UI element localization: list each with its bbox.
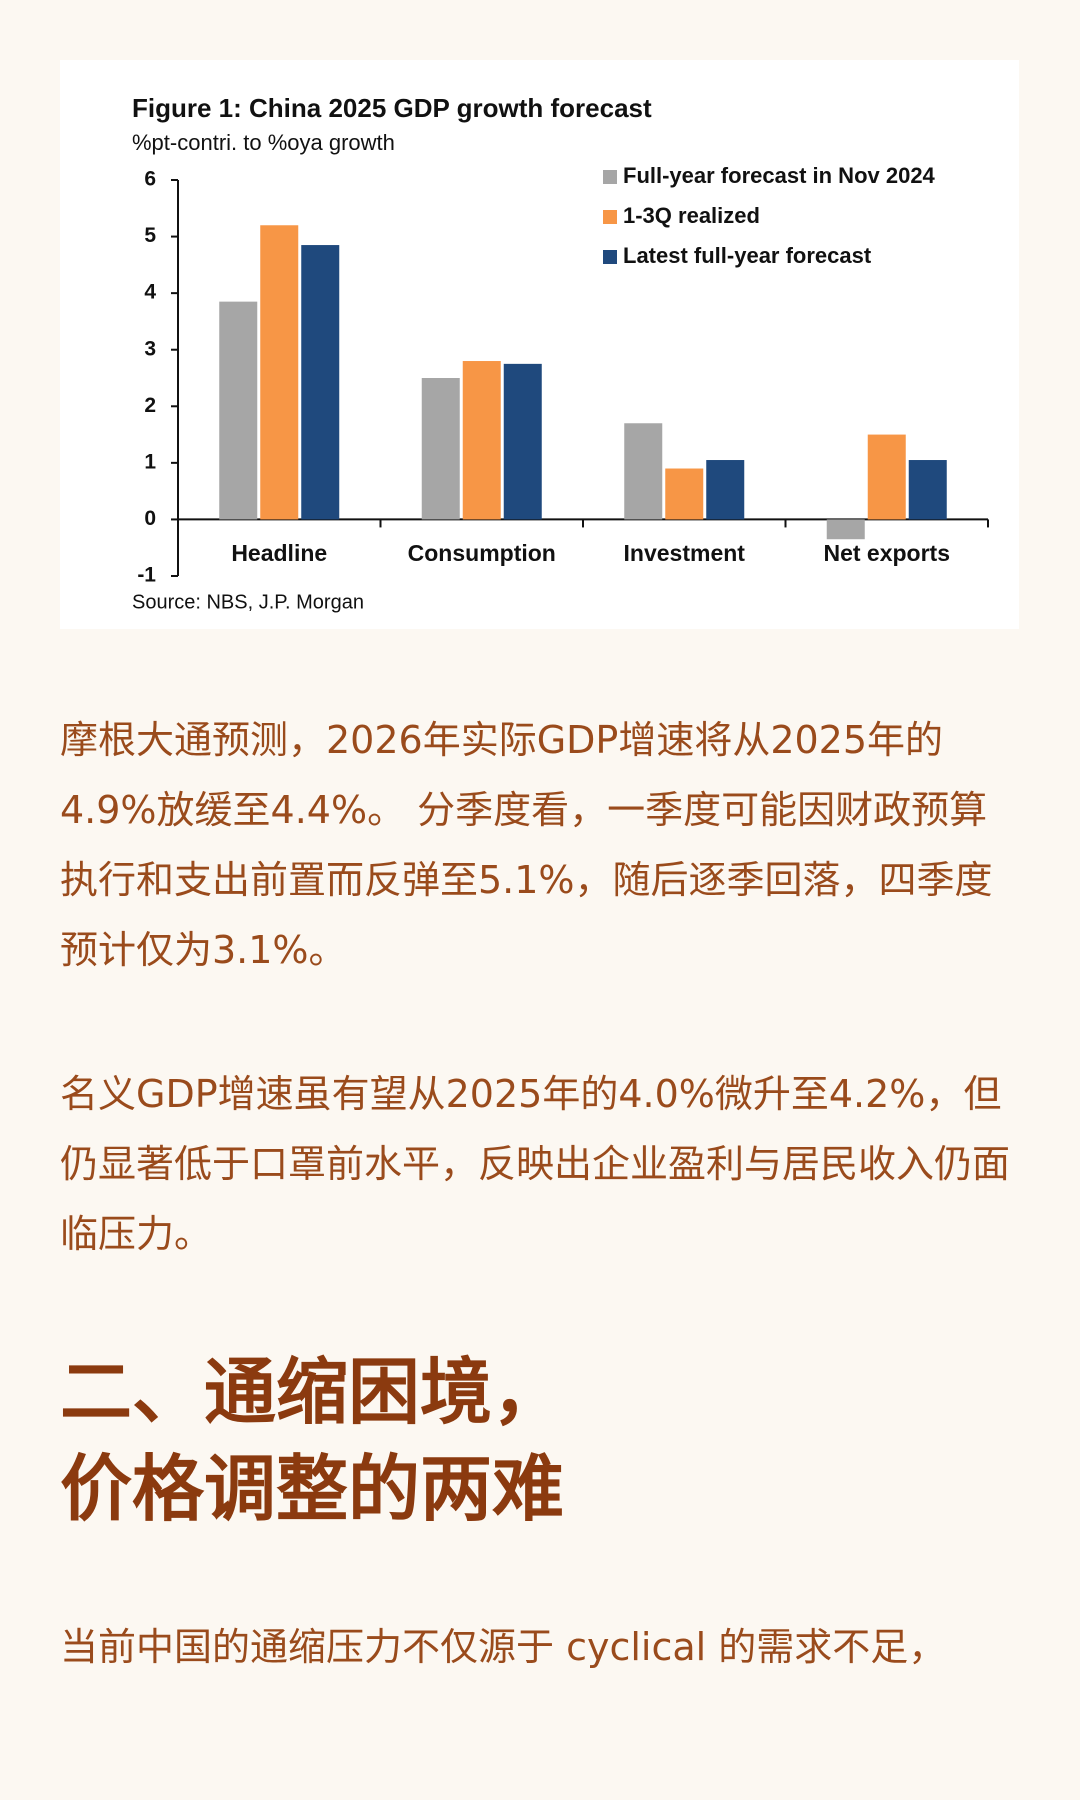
chart-subtitle: %pt-contri. to %oya growth [132,130,395,155]
chart: Figure 1: China 2025 GDP growth forecast… [60,60,1019,629]
y-tick-label: 2 [144,394,156,417]
y-tick-label: 5 [144,224,156,247]
x-tick-label: Headline [231,540,327,566]
bar [462,361,501,520]
bar [260,225,299,520]
bar [867,434,906,520]
bar [421,378,460,520]
x-tick-label: Net exports [823,540,950,566]
bar [219,301,258,520]
chart-title: Figure 1: China 2025 GDP growth forecast [132,93,652,123]
paragraph: 当前中国的通缩压力不仅源于 cyclical 的需求不足， [60,1625,947,1669]
bar [503,363,542,520]
legend-label: Full-year forecast in Nov 2024 [623,163,936,188]
bar [624,423,663,520]
x-tick-label: Investment [624,540,746,566]
legend-swatch [603,250,617,264]
bar [665,468,704,520]
bar [826,519,865,540]
y-tick-label: 0 [144,507,156,530]
bar [301,245,340,520]
y-tick-label: 4 [144,281,156,304]
y-tick-label: -1 [137,564,156,587]
x-tick-label: Consumption [408,540,556,566]
legend-swatch [603,170,617,184]
heading-line: 价格调整的两难 [60,1447,565,1531]
chart-source: Source: NBS, J.P. Morgan [132,591,364,613]
paragraph: 名义GDP增速虽有望从2025年的4.0%微升至4.2%，但仍显著低于口罩前水平… [60,1072,1011,1256]
y-tick-label: 1 [144,450,156,473]
legend-label: Latest full-year forecast [623,243,872,268]
legend-swatch [603,210,617,224]
bar [908,460,947,520]
bar [706,460,745,520]
heading-line: 二、通缩困境， [60,1350,565,1434]
y-tick-label: 6 [144,168,156,191]
legend-label: 1-3Q realized [623,203,760,228]
paragraph: 摩根大通预测，2026年实际GDP增速将从2025年的4.9%放缓至4.4%。 … [60,718,993,972]
y-tick-label: 3 [144,337,156,360]
